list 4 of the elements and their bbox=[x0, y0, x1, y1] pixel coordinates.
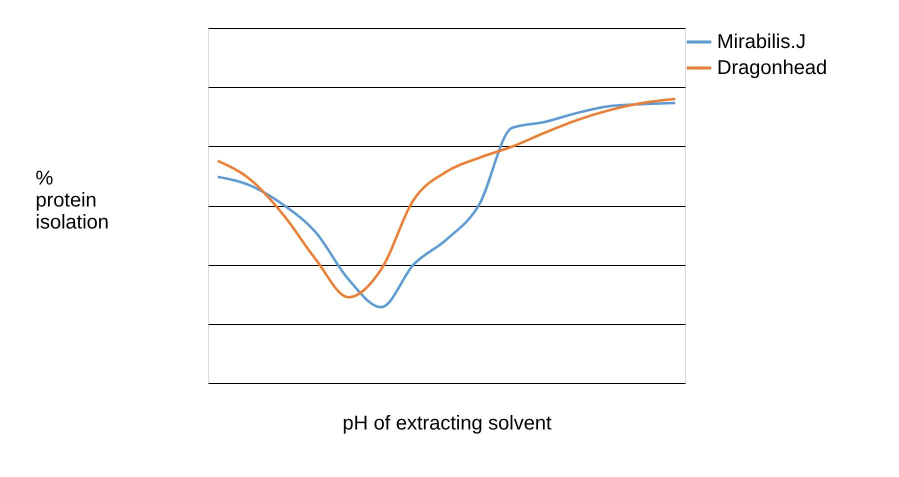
x-axis-title: pH of extracting solvent bbox=[342, 412, 552, 434]
y-axis-title: % protein isolation bbox=[36, 168, 109, 234]
legend-label: Mirabilis.J bbox=[717, 31, 806, 53]
legend-label: Dragonhead bbox=[717, 57, 828, 79]
